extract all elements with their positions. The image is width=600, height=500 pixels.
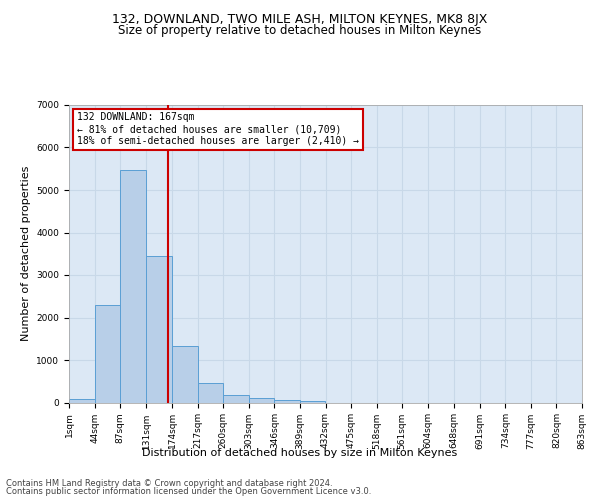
Text: Contains HM Land Registry data © Crown copyright and database right 2024.: Contains HM Land Registry data © Crown c… bbox=[6, 478, 332, 488]
Y-axis label: Number of detached properties: Number of detached properties bbox=[21, 166, 31, 342]
Bar bbox=[300, 400, 325, 402]
Bar bbox=[172, 346, 197, 403]
Bar bbox=[223, 395, 249, 402]
Bar bbox=[197, 382, 223, 402]
Text: 132, DOWNLAND, TWO MILE ASH, MILTON KEYNES, MK8 8JX: 132, DOWNLAND, TWO MILE ASH, MILTON KEYN… bbox=[112, 12, 488, 26]
Bar bbox=[95, 304, 120, 402]
Bar bbox=[249, 398, 274, 402]
Bar bbox=[120, 170, 146, 402]
Text: Size of property relative to detached houses in Milton Keynes: Size of property relative to detached ho… bbox=[118, 24, 482, 37]
Text: 132 DOWNLAND: 167sqm
← 81% of detached houses are smaller (10,709)
18% of semi-d: 132 DOWNLAND: 167sqm ← 81% of detached h… bbox=[77, 112, 359, 146]
Bar bbox=[146, 256, 172, 402]
Bar bbox=[69, 399, 95, 402]
Text: Distribution of detached houses by size in Milton Keynes: Distribution of detached houses by size … bbox=[142, 448, 458, 458]
Text: Contains public sector information licensed under the Open Government Licence v3: Contains public sector information licen… bbox=[6, 487, 371, 496]
Bar bbox=[274, 400, 300, 402]
